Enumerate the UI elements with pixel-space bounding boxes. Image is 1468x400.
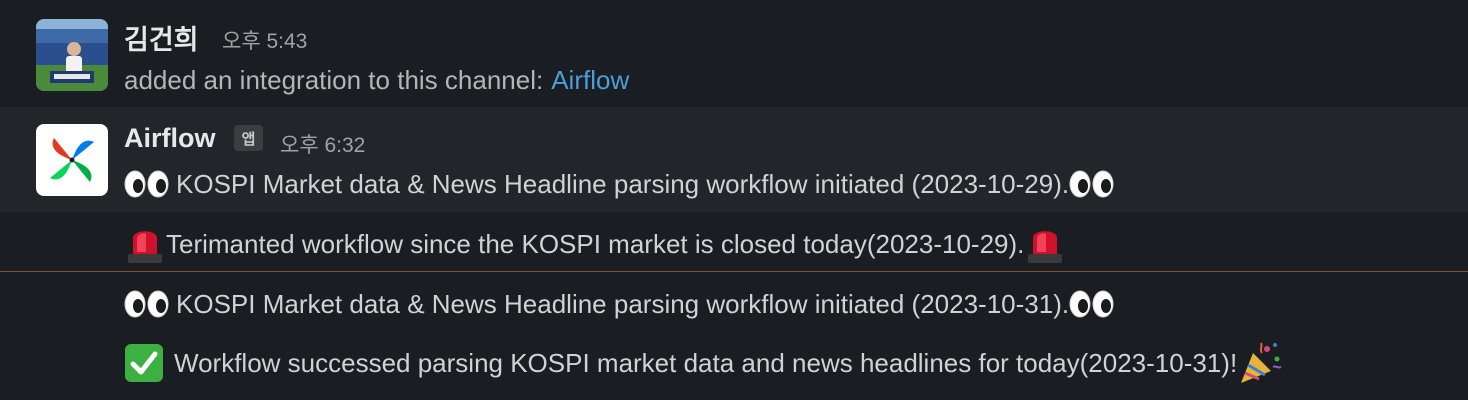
airflow-logo-icon (50, 138, 94, 182)
eyes-emoji-icon (124, 170, 169, 198)
message-text: added an integration to this channel: (124, 64, 544, 95)
message-author[interactable]: Airflow (124, 123, 216, 153)
message-text: Terimanted workflow since the KOSPI mark… (166, 228, 1025, 259)
message-timestamp[interactable]: 오후 5:43 (222, 30, 308, 53)
integration-link[interactable]: Airflow (551, 64, 630, 95)
rotating-light-emoji-icon (1028, 231, 1063, 263)
message-text: Workflow successed parsing KOSPI market … (174, 347, 1238, 378)
party-popper-emoji-icon (1241, 342, 1282, 383)
message-line-initiated-1029: KOSPI Market data & News Headline parsin… (124, 160, 1115, 208)
rotating-light-emoji-icon (128, 231, 162, 263)
message-line-initiated-1031: KOSPI Market data & News Headline parsin… (124, 280, 1115, 328)
message-line-terminated-1029: Terimanted workflow since the KOSPI mark… (124, 220, 1066, 268)
message-airflow[interactable]: Airflow 앱 오후 6:32 (0, 107, 1468, 212)
message-timestamp[interactable]: 오후 6:32 (280, 134, 366, 157)
message-text: KOSPI Market data & News Headline parsin… (176, 288, 1070, 319)
message-line-success-1031: Workflow successed parsing KOSPI market … (124, 338, 1285, 388)
white-check-mark-emoji-icon (125, 344, 163, 382)
eyes-emoji-icon (124, 290, 169, 318)
app-badge: 앱 (234, 125, 263, 151)
message-text: KOSPI Market data & News Headline parsin… (176, 168, 1070, 199)
message-body: added an integration to this channel: Ai… (124, 60, 629, 100)
message-author[interactable]: 김건희 (124, 25, 199, 55)
user-avatar[interactable] (36, 19, 108, 91)
airflow-app-avatar[interactable] (36, 124, 108, 196)
eyes-emoji-icon (1069, 290, 1114, 318)
eyes-emoji-icon (1069, 170, 1114, 198)
new-messages-divider (0, 271, 1468, 272)
message-integration-added[interactable]: 김건희 오후 5:43 added an integration to this… (0, 0, 1468, 107)
